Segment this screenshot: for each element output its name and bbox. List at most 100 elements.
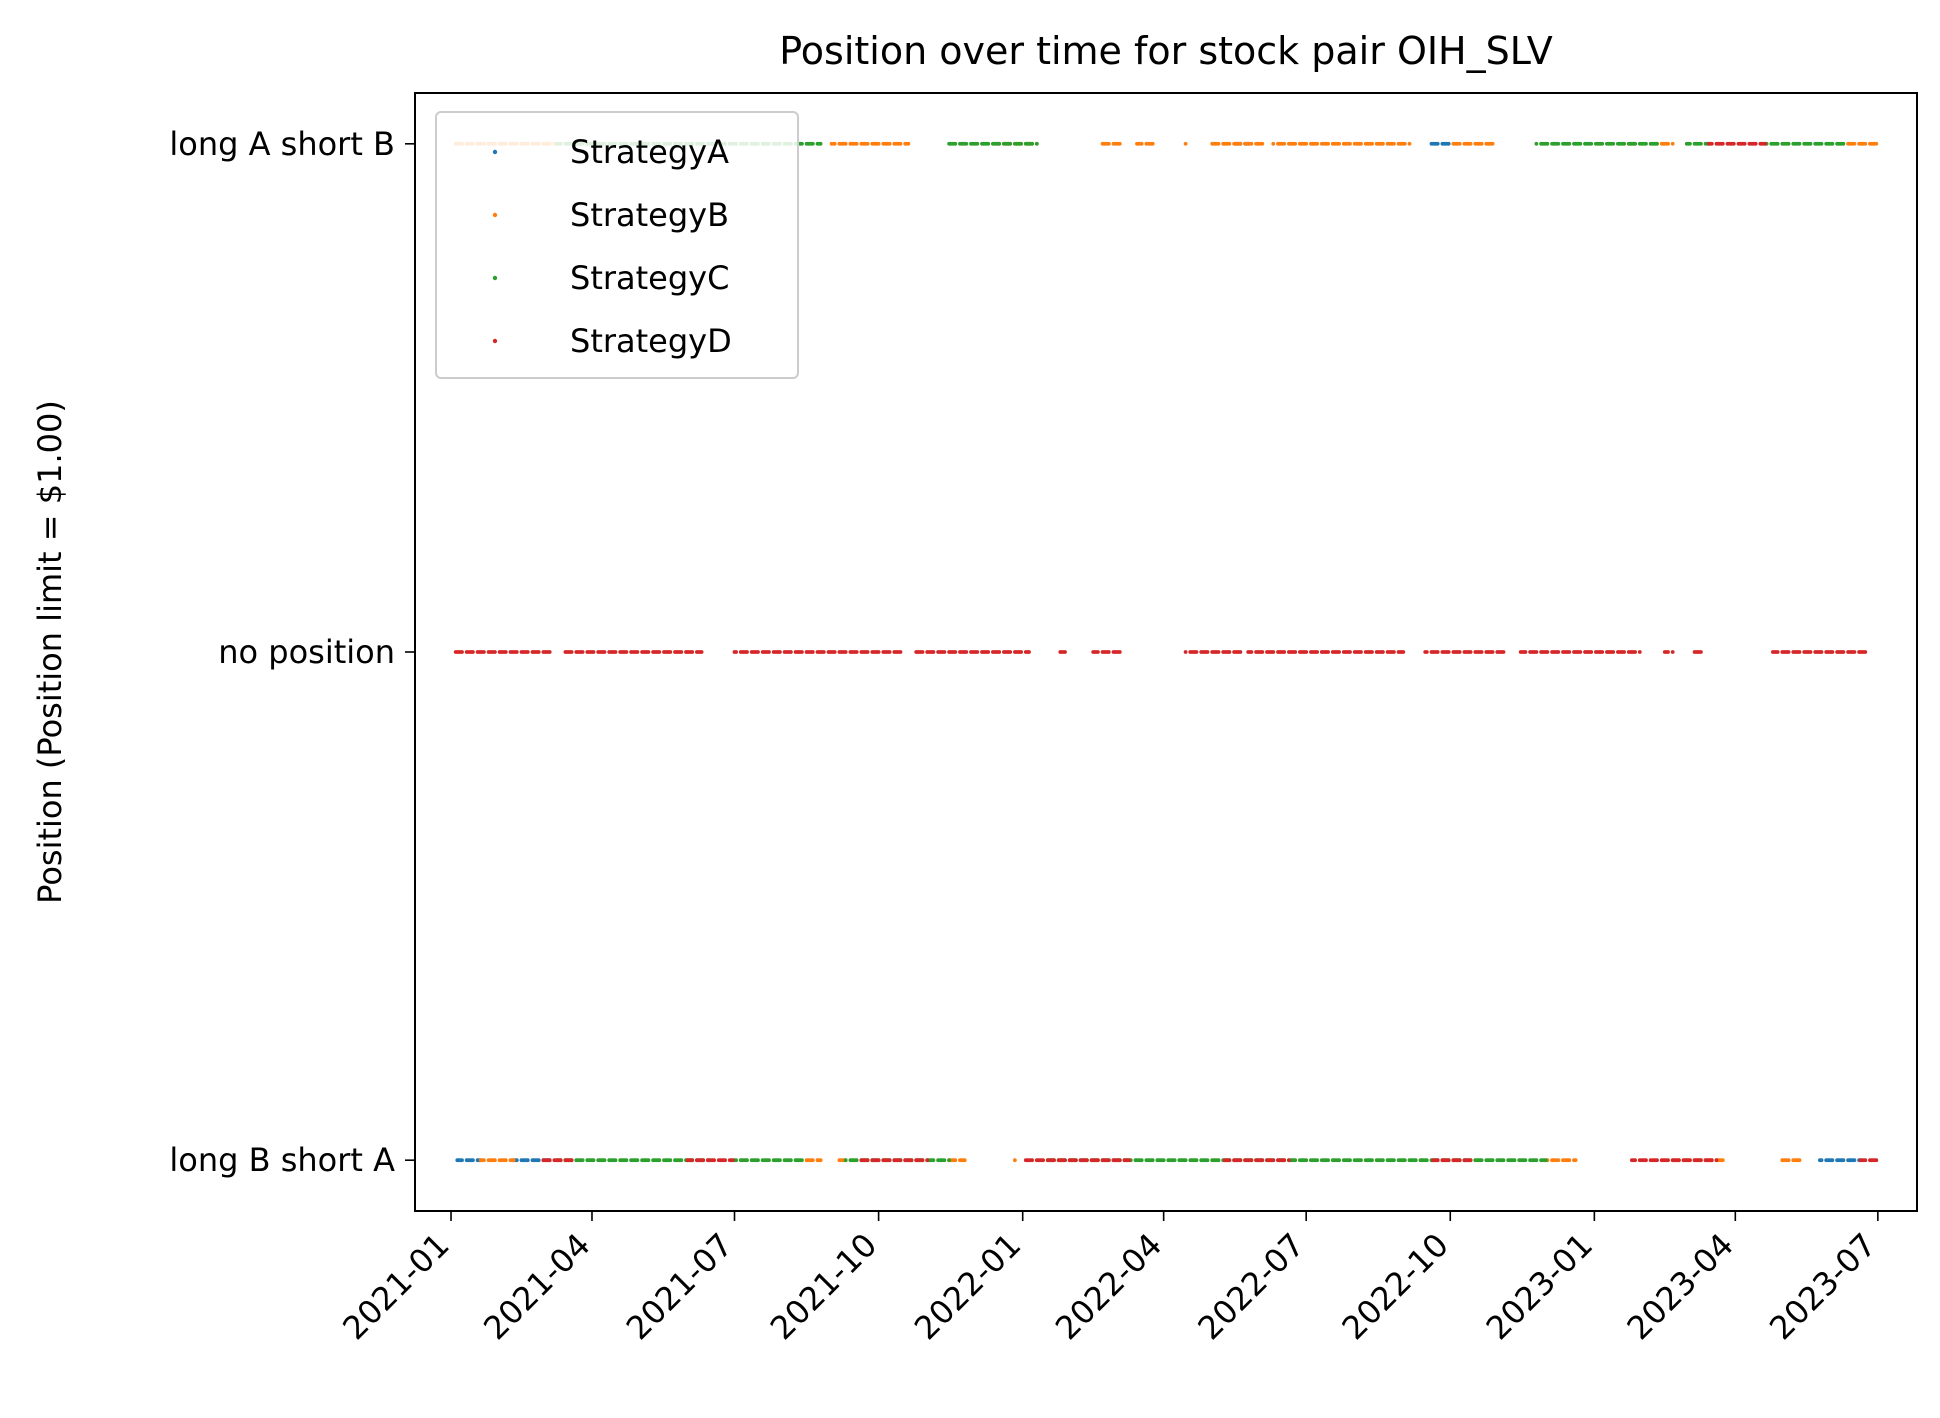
data-point [986, 141, 991, 146]
data-point [975, 650, 980, 654]
data-point [734, 650, 738, 654]
data-point [920, 1158, 925, 1163]
data-point [1359, 1158, 1363, 1163]
data-point [1589, 650, 1594, 654]
data-point [854, 1158, 859, 1163]
x-tick-label: 2021-01 [335, 1226, 456, 1347]
data-point [1227, 650, 1232, 654]
data-point [1019, 650, 1023, 654]
x-axis: 2021-01 2021-04 2021-07 2021-10 2022-01 2022-… [335, 1211, 1884, 1347]
data-point [1786, 1158, 1791, 1163]
data-point [1830, 141, 1835, 146]
data-point [1260, 650, 1265, 654]
data-point [1063, 650, 1067, 654]
data-point [471, 1158, 475, 1163]
data-point [1775, 650, 1780, 654]
data-point [1819, 141, 1824, 146]
data-point [818, 141, 823, 146]
data-point [1337, 1158, 1341, 1163]
data-point [1304, 141, 1309, 146]
data-point [1216, 141, 1221, 146]
data-point [1819, 1158, 1824, 1163]
data-point [1543, 1158, 1548, 1163]
data-point [876, 141, 881, 146]
data-point [1106, 1158, 1111, 1163]
data-point [514, 650, 519, 654]
data-point [1808, 141, 1813, 146]
data-point [1249, 650, 1254, 654]
data-point [1830, 1158, 1835, 1163]
data-point [1797, 650, 1802, 654]
data-point [679, 650, 684, 654]
data-point [613, 1158, 618, 1163]
data-point [1457, 1158, 1462, 1163]
data-point [1863, 141, 1868, 146]
data-point [1282, 650, 1287, 654]
data-point [1501, 650, 1506, 654]
data-point [887, 141, 892, 146]
data-point [1670, 141, 1675, 146]
data-point [854, 141, 859, 146]
data-point [832, 650, 837, 654]
data-point [1183, 650, 1188, 654]
data-point [942, 650, 947, 654]
data-point [657, 650, 662, 654]
data-point [1074, 1158, 1078, 1163]
data-point [1424, 650, 1429, 654]
data-point [1753, 141, 1758, 146]
legend-marker [492, 212, 498, 218]
data-point [1249, 1158, 1254, 1163]
data-point [1348, 650, 1352, 654]
data-point [613, 650, 618, 654]
data-point [800, 141, 804, 146]
data-point [1534, 141, 1539, 146]
data-point [778, 1158, 782, 1163]
data-point [1402, 141, 1407, 146]
data-point [731, 1158, 735, 1163]
data-point [818, 1158, 823, 1163]
data-point [1381, 1158, 1385, 1163]
data-point [1841, 1158, 1846, 1163]
data-point [547, 1158, 552, 1163]
data-point [997, 141, 1002, 146]
data-point [953, 141, 958, 146]
y-tick-label: long A short B [169, 125, 395, 163]
data-point [1666, 1158, 1670, 1163]
data-point [701, 1158, 706, 1163]
data-point [525, 650, 530, 654]
data-point [1589, 141, 1594, 146]
data-point [1370, 141, 1374, 146]
data-point [1172, 1158, 1177, 1163]
data-point [854, 650, 859, 654]
data-point [1578, 650, 1583, 654]
data-point [1183, 141, 1188, 146]
data-point [1370, 1158, 1374, 1163]
data-point [1293, 141, 1298, 146]
data-point [1315, 141, 1319, 146]
data-point [953, 1158, 958, 1163]
data-point [482, 1158, 486, 1163]
data-point [1670, 650, 1675, 654]
data-point [1714, 1158, 1719, 1163]
data-point [1633, 141, 1637, 146]
data-point [558, 1158, 563, 1163]
data-point [1644, 141, 1648, 146]
legend-marker [492, 338, 498, 344]
x-tick-label: 2022-04 [1048, 1226, 1169, 1347]
data-point [1260, 1158, 1265, 1163]
data-point [1775, 141, 1780, 146]
data-point [898, 1158, 903, 1163]
data-point [1127, 1158, 1132, 1163]
data-point [1567, 650, 1572, 654]
data-point [778, 650, 782, 654]
data-point [876, 1158, 881, 1163]
data-point [1326, 1158, 1330, 1163]
data-point [1096, 1158, 1100, 1163]
data-point [580, 650, 585, 654]
data-point [646, 1158, 651, 1163]
data-point [986, 650, 991, 654]
data-point [1030, 141, 1034, 146]
x-tick-label: 2021-10 [763, 1226, 884, 1347]
data-point [525, 1158, 530, 1163]
